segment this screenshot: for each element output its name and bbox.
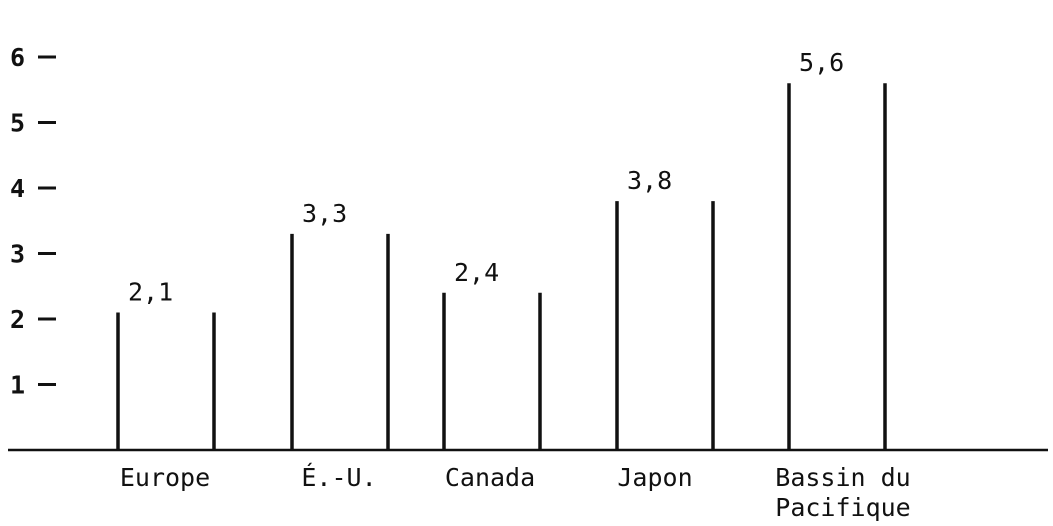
bar: [116, 312, 216, 450]
bar: [787, 83, 887, 450]
y-tick-label: 1: [10, 371, 25, 400]
category-label: Canada: [445, 463, 535, 492]
category-labels: Europe É.-U. Canada Japon Bassin du Pacifique: [120, 463, 911, 522]
y-axis-ticks: 1 2 3 4 5 6: [10, 43, 56, 400]
y-tick-label: 3: [10, 240, 25, 269]
bar: [442, 292, 542, 450]
data-label: 3,3: [302, 199, 347, 228]
y-tick-label: 6: [10, 43, 25, 72]
y-tick-label: 5: [10, 109, 25, 138]
bar: [290, 233, 390, 450]
bar: [615, 201, 715, 450]
bars: [116, 83, 887, 450]
data-labels: 2,1 3,3 2,4 3,8 5,6: [128, 48, 844, 306]
category-label: É.-U.: [301, 463, 376, 492]
data-label: 2,4: [454, 258, 499, 287]
category-label: Bassin du Pacifique: [775, 463, 910, 522]
category-label: Japon: [617, 463, 692, 492]
data-label: 3,8: [627, 166, 672, 195]
y-tick-label: 2: [10, 305, 25, 334]
data-label: 5,6: [799, 48, 844, 77]
category-label: Europe: [120, 463, 210, 492]
y-tick-label: 4: [10, 174, 25, 203]
data-label: 2,1: [128, 277, 173, 306]
